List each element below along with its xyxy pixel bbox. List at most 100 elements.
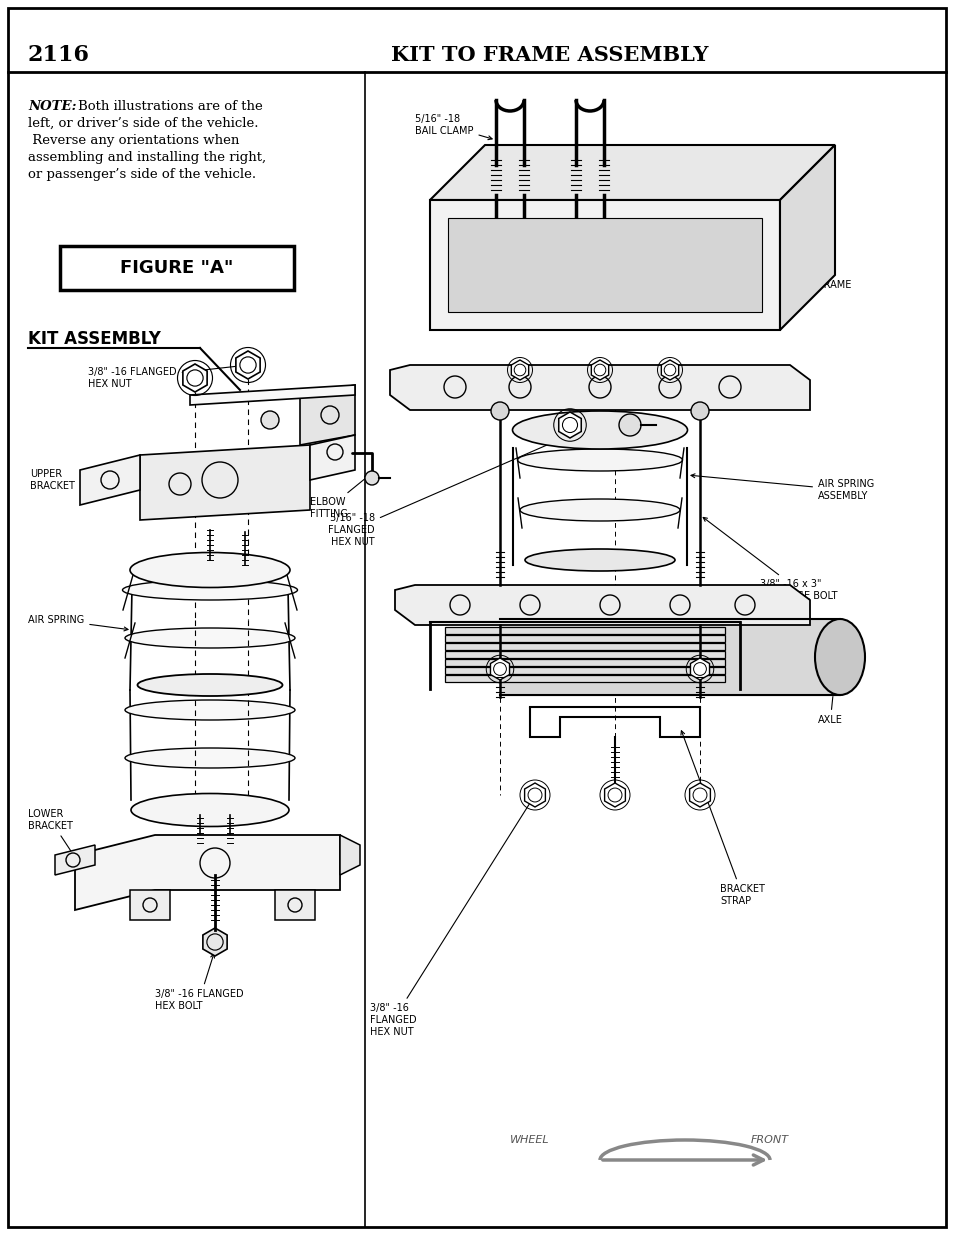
- Circle shape: [493, 663, 506, 676]
- FancyBboxPatch shape: [444, 659, 724, 666]
- Polygon shape: [390, 366, 809, 410]
- Ellipse shape: [137, 674, 282, 697]
- Text: KIT ASSEMBLY: KIT ASSEMBLY: [28, 330, 161, 348]
- Circle shape: [320, 406, 338, 424]
- Circle shape: [288, 898, 302, 911]
- Text: UPPER
BRACKET: UPPER BRACKET: [30, 469, 106, 490]
- Polygon shape: [183, 364, 207, 391]
- Circle shape: [443, 375, 465, 398]
- Polygon shape: [780, 144, 834, 330]
- Text: Reverse any orientations when: Reverse any orientations when: [28, 135, 239, 147]
- Text: 5/16" -18
FLANGED
HEX NUT: 5/16" -18 FLANGED HEX NUT: [328, 436, 566, 547]
- FancyBboxPatch shape: [444, 627, 724, 634]
- Circle shape: [669, 595, 689, 615]
- Circle shape: [692, 788, 706, 802]
- Circle shape: [261, 411, 278, 429]
- Polygon shape: [190, 385, 355, 405]
- Circle shape: [187, 369, 203, 387]
- Circle shape: [200, 848, 230, 878]
- Ellipse shape: [519, 499, 679, 521]
- Ellipse shape: [122, 580, 297, 600]
- Text: ELBOW
FITTING: ELBOW FITTING: [310, 475, 369, 519]
- Circle shape: [663, 364, 675, 375]
- Polygon shape: [660, 359, 678, 380]
- Polygon shape: [140, 445, 310, 520]
- Circle shape: [618, 414, 640, 436]
- Text: NOTE:: NOTE:: [28, 100, 76, 112]
- Text: 3/8" -16
FLANGED
HEX NUT: 3/8" -16 FLANGED HEX NUT: [370, 798, 533, 1036]
- Text: assembling and installing the right,: assembling and installing the right,: [28, 151, 266, 164]
- Polygon shape: [558, 412, 580, 438]
- Ellipse shape: [130, 552, 290, 588]
- Polygon shape: [604, 783, 625, 806]
- FancyBboxPatch shape: [444, 643, 724, 650]
- Circle shape: [528, 788, 541, 802]
- Circle shape: [66, 853, 80, 867]
- Circle shape: [719, 375, 740, 398]
- Text: AIR SPRING: AIR SPRING: [28, 615, 128, 631]
- Circle shape: [693, 663, 705, 676]
- Text: LOWER
BRACKET: LOWER BRACKET: [28, 809, 88, 877]
- Ellipse shape: [814, 619, 864, 695]
- Text: Both illustrations are of the: Both illustrations are of the: [78, 100, 262, 112]
- Text: AIR SPRING
ASSEMBLY: AIR SPRING ASSEMBLY: [690, 474, 873, 501]
- Polygon shape: [395, 585, 809, 625]
- Polygon shape: [274, 890, 314, 920]
- Polygon shape: [430, 200, 780, 330]
- Polygon shape: [591, 359, 608, 380]
- Circle shape: [491, 403, 509, 420]
- Polygon shape: [75, 835, 339, 910]
- FancyBboxPatch shape: [444, 651, 724, 658]
- Circle shape: [594, 364, 605, 375]
- Polygon shape: [235, 351, 260, 379]
- Polygon shape: [511, 359, 528, 380]
- Circle shape: [599, 595, 619, 615]
- Circle shape: [101, 471, 119, 489]
- Text: AXLE: AXLE: [817, 631, 842, 725]
- Circle shape: [588, 375, 610, 398]
- Text: 2116: 2116: [28, 44, 90, 65]
- Text: FIGURE "A": FIGURE "A": [120, 259, 233, 277]
- Circle shape: [202, 462, 237, 498]
- Circle shape: [207, 934, 223, 950]
- Polygon shape: [55, 845, 95, 876]
- Circle shape: [143, 898, 157, 911]
- Text: FRAME: FRAME: [814, 179, 850, 290]
- Circle shape: [509, 375, 531, 398]
- Polygon shape: [310, 435, 355, 480]
- Circle shape: [169, 473, 191, 495]
- Circle shape: [327, 445, 343, 459]
- FancyBboxPatch shape: [60, 246, 294, 290]
- Polygon shape: [339, 835, 359, 876]
- Circle shape: [365, 471, 378, 485]
- Circle shape: [607, 788, 621, 802]
- Circle shape: [562, 417, 577, 432]
- Polygon shape: [524, 783, 545, 806]
- FancyBboxPatch shape: [444, 676, 724, 682]
- Text: left, or driver’s side of the vehicle.: left, or driver’s side of the vehicle.: [28, 117, 258, 130]
- Ellipse shape: [524, 550, 675, 571]
- Polygon shape: [80, 454, 140, 505]
- Polygon shape: [689, 783, 710, 806]
- Text: 5/16" -18
BAIL CLAMP: 5/16" -18 BAIL CLAMP: [415, 114, 492, 140]
- Circle shape: [519, 595, 539, 615]
- Circle shape: [659, 375, 680, 398]
- Polygon shape: [490, 658, 509, 680]
- FancyBboxPatch shape: [444, 635, 724, 642]
- Ellipse shape: [512, 411, 687, 450]
- Polygon shape: [130, 890, 170, 920]
- Text: or passenger’s side of the vehicle.: or passenger’s side of the vehicle.: [28, 168, 255, 182]
- Text: FRONT: FRONT: [750, 1135, 788, 1145]
- Polygon shape: [299, 385, 355, 445]
- Text: BRACKET
STRAP: BRACKET STRAP: [680, 731, 764, 905]
- Circle shape: [690, 403, 708, 420]
- Ellipse shape: [125, 748, 294, 768]
- Circle shape: [239, 357, 255, 373]
- Ellipse shape: [125, 700, 294, 720]
- Ellipse shape: [517, 450, 681, 471]
- Ellipse shape: [125, 629, 294, 648]
- Text: KIT TO FRAME ASSEMBLY: KIT TO FRAME ASSEMBLY: [391, 44, 708, 65]
- Text: 3/8" -16 FLANGED
HEX BOLT: 3/8" -16 FLANGED HEX BOLT: [154, 953, 243, 1010]
- Polygon shape: [448, 219, 761, 312]
- Polygon shape: [203, 927, 227, 956]
